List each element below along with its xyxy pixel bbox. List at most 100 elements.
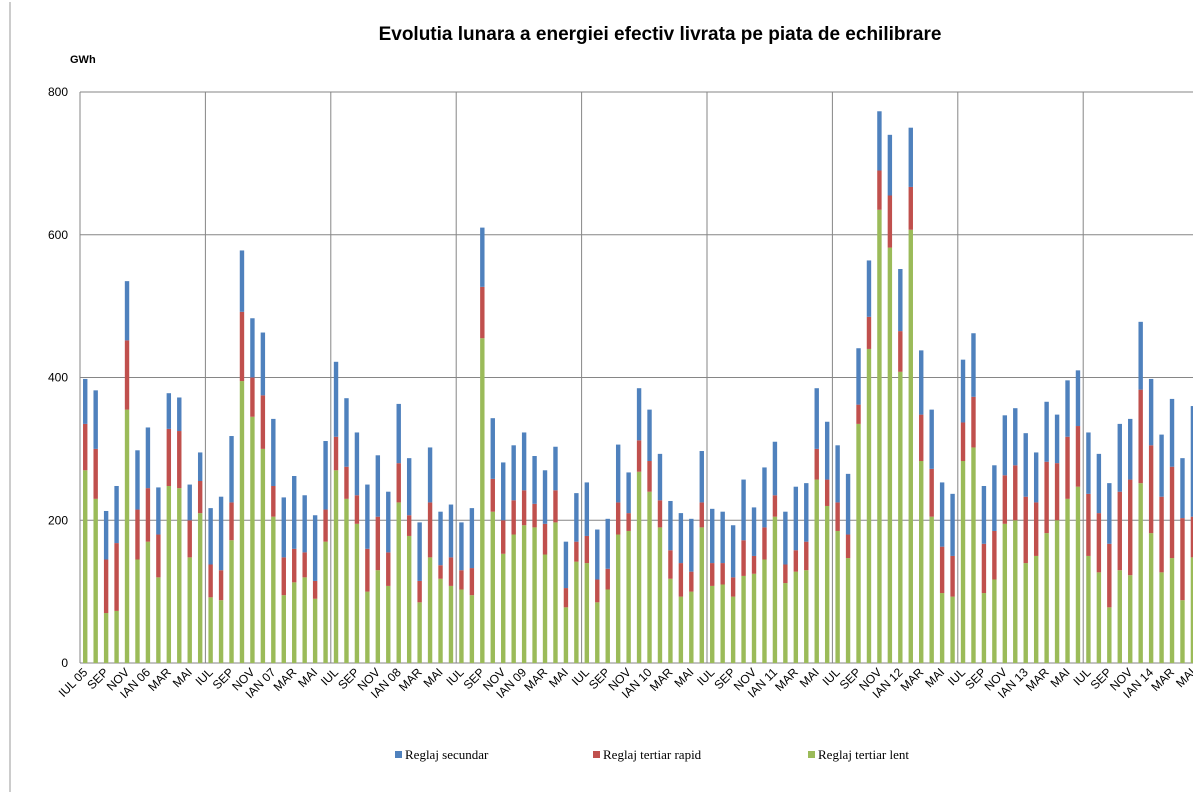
bar-segment — [751, 507, 757, 556]
bar-segment — [1002, 415, 1008, 476]
bar-segment — [375, 455, 381, 517]
bar-segment — [971, 396, 976, 448]
bar-segment — [521, 525, 527, 663]
bar-segment — [114, 610, 119, 663]
bar-segment — [1138, 483, 1143, 663]
bar-segment — [156, 534, 161, 578]
bar-segment — [511, 500, 516, 535]
y-tick-label: 600 — [48, 228, 68, 242]
bar-segment — [741, 540, 746, 576]
bar-segment — [417, 580, 422, 603]
bar-segment — [783, 583, 788, 663]
bar-segment — [678, 513, 684, 564]
bar-segment — [657, 527, 663, 663]
bar-segment — [438, 511, 443, 566]
bar-segment — [720, 511, 725, 564]
bar-segment — [636, 388, 642, 441]
bar-segment — [1033, 452, 1039, 503]
bar-segment — [83, 423, 88, 471]
bar-segment — [1190, 406, 1193, 517]
bar-segment — [156, 577, 161, 663]
bar-segment — [124, 340, 130, 410]
bar-segment — [312, 580, 318, 599]
bar-segment — [208, 597, 213, 663]
bar-segment — [93, 390, 98, 449]
bar-segment — [824, 505, 830, 663]
bar-segment — [469, 508, 475, 569]
bar-segment — [323, 541, 328, 663]
bar-segment — [1065, 498, 1070, 663]
bar-segment — [501, 553, 506, 663]
bar-segment — [689, 571, 694, 592]
bar-segment — [584, 563, 590, 663]
bar-segment — [448, 557, 454, 586]
bar-segment — [1159, 496, 1164, 573]
bar-segment — [1107, 543, 1112, 608]
bar-segment — [595, 602, 600, 663]
bar-segment — [919, 461, 924, 663]
bar-segment — [762, 527, 767, 560]
bar-segment — [365, 591, 370, 663]
legend-label: Reglaj secundar — [405, 747, 489, 762]
bar-segment — [532, 503, 537, 528]
bar-segment — [480, 286, 485, 339]
bar-segment — [668, 500, 673, 551]
bar-segment — [584, 535, 590, 564]
bar-segment — [229, 436, 234, 503]
bar-segment — [1117, 491, 1122, 571]
bar-segment — [1148, 533, 1154, 663]
bar-segment — [135, 450, 140, 510]
bar-segment — [229, 502, 234, 541]
bar-segment — [375, 516, 381, 571]
bar-segment — [166, 393, 172, 429]
bar-segment — [406, 515, 412, 536]
bar-segment — [302, 552, 307, 578]
bar-segment — [218, 496, 224, 571]
bar-segment — [229, 540, 234, 663]
bar-segment — [950, 493, 955, 556]
bar-segment — [406, 458, 412, 516]
bar-segment — [1169, 398, 1175, 467]
bar-segment — [699, 527, 704, 663]
bar-segment — [1086, 493, 1091, 556]
bar-segment — [239, 311, 245, 382]
bar-segment — [898, 269, 903, 332]
bar-segment — [532, 527, 537, 663]
bar-segment — [271, 485, 276, 517]
bar-segment — [584, 482, 590, 536]
bar-segment — [710, 563, 715, 586]
bar-segment — [929, 409, 934, 469]
bar-segment — [741, 479, 746, 541]
x-tick-label: MAI — [421, 665, 446, 690]
bar-segment — [197, 513, 203, 663]
bar-segment — [605, 518, 610, 569]
bar-segment — [824, 421, 830, 480]
bar-segment — [678, 596, 684, 663]
bar-segment — [292, 582, 297, 663]
bar-segment — [741, 575, 746, 663]
y-tick-label: 200 — [48, 513, 68, 527]
bar-segment — [783, 511, 788, 565]
bar-segment — [1169, 466, 1175, 559]
bar-segment — [856, 423, 861, 663]
bar-segment — [772, 495, 778, 517]
bar-segment — [563, 541, 569, 589]
bar-segment — [835, 530, 840, 663]
bar-segment — [312, 515, 318, 581]
bar-segment — [156, 487, 161, 535]
bar-segment — [459, 570, 464, 590]
bar-segment — [730, 577, 736, 597]
bar-segment — [856, 404, 861, 424]
bar-segment — [197, 452, 203, 481]
bar-segment — [908, 229, 913, 663]
bar-segment — [929, 468, 934, 517]
bar-segment — [260, 395, 266, 449]
bar-segment — [354, 432, 360, 496]
bar-segment — [908, 127, 913, 187]
bar-segment — [1180, 458, 1185, 519]
bar-segment — [490, 511, 495, 663]
bar-segment — [605, 568, 610, 590]
bar-segment — [981, 543, 987, 594]
bar-segment — [271, 516, 276, 663]
bar-segment — [929, 516, 934, 663]
